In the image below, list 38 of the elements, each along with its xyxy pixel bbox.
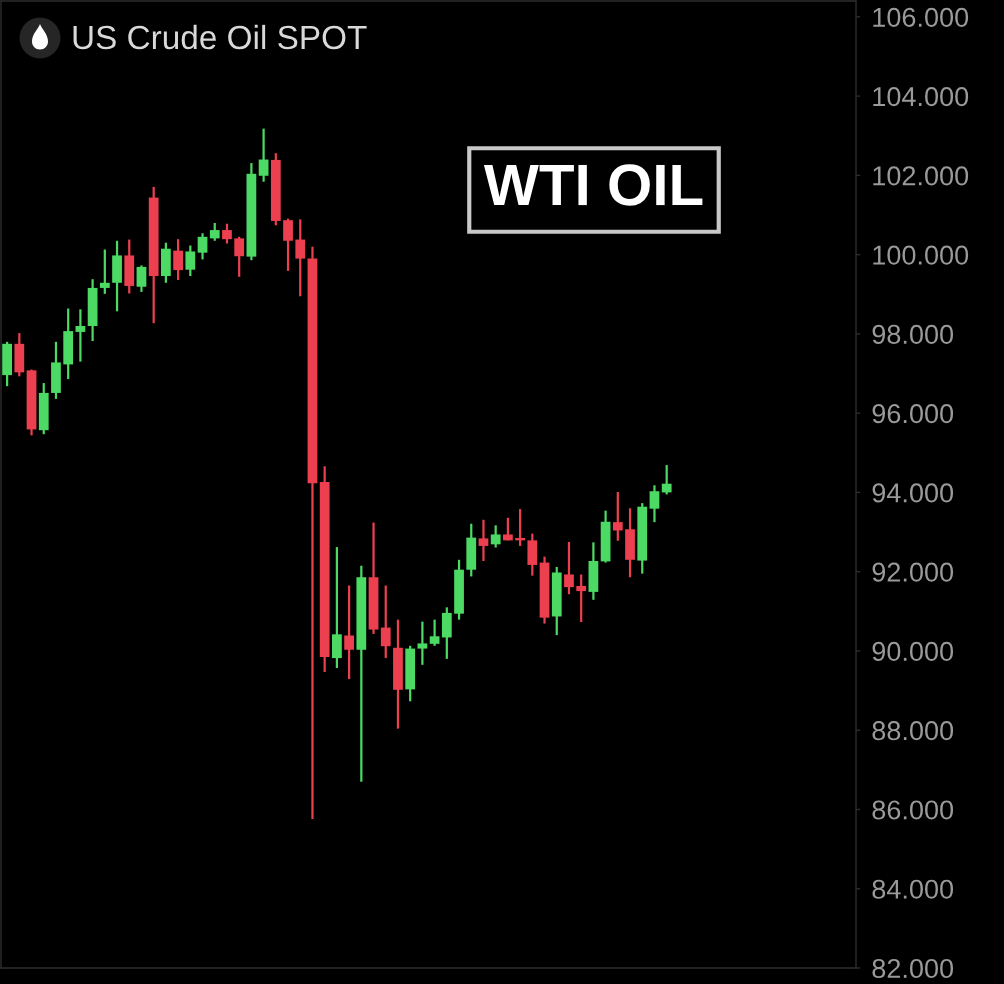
candlestick xyxy=(564,540,574,596)
candlestick xyxy=(258,127,269,183)
y-tick-label: 92.000 xyxy=(872,562,954,582)
candlestick xyxy=(136,264,147,293)
y-tick-label: 94.000 xyxy=(872,483,954,503)
y-tick-label: 84.000 xyxy=(872,879,954,899)
candlestick xyxy=(478,518,489,563)
y-tick-label: 96.000 xyxy=(872,404,954,424)
candlestick xyxy=(185,244,196,278)
candlestick xyxy=(344,584,354,681)
y-tick-label: 102.000 xyxy=(873,166,969,186)
y-tick-label: 106.000 xyxy=(873,7,969,27)
annotation: WTI OIL xyxy=(483,164,703,206)
y-tick-label: 104.000 xyxy=(873,87,969,107)
text: US Crude Oil SPOT xyxy=(73,24,367,50)
candlestick xyxy=(429,618,440,647)
y-tick-label: 86.000 xyxy=(872,800,954,820)
candlestick xyxy=(222,222,232,245)
candlestick xyxy=(173,238,183,282)
candlestick xyxy=(417,620,428,666)
candlestick xyxy=(612,490,623,542)
y-tick-label: 82.000 xyxy=(872,958,954,979)
y-tick-label: 88.000 xyxy=(872,721,954,741)
candlestick xyxy=(99,248,110,295)
y-tick-label: 90.000 xyxy=(872,641,954,662)
candlestick xyxy=(661,463,672,496)
y-tick-label: 100.000 xyxy=(873,245,969,265)
candlestick xyxy=(197,232,208,261)
candlestick xyxy=(234,235,245,278)
candlestick xyxy=(649,484,660,524)
candlestick xyxy=(490,524,501,549)
candlestick xyxy=(283,217,293,272)
y-tick-label: 98.000 xyxy=(872,324,954,344)
candlestick xyxy=(295,218,306,298)
candlestick xyxy=(332,546,342,670)
candlestick xyxy=(380,584,391,660)
candlestick xyxy=(75,308,86,363)
candlestick xyxy=(576,573,587,624)
